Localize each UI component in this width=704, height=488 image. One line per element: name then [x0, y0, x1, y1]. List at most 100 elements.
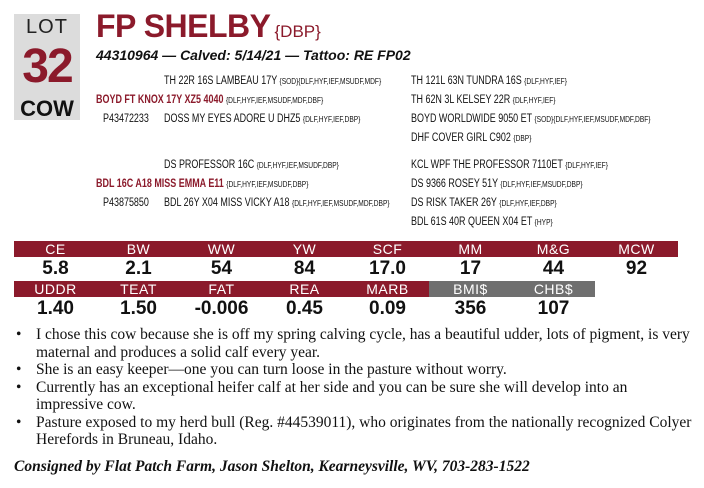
pedigree-name: DOSS MY EYES ADORE U DHZ5	[164, 113, 301, 125]
pedigree-marks: {DLF,HYF,IEF,DBP}	[499, 198, 557, 208]
pedigree-marks: {DLF,HYF,IEF,MSUDF,MDF,DBP}	[291, 198, 390, 208]
epd-header: WW	[180, 241, 263, 257]
epd-value: -0.006	[194, 298, 249, 319]
pedigree-name: DS RISK TAKER 26Y	[411, 197, 497, 209]
dam-registration: P43875850	[103, 197, 149, 209]
epd-header-row: CE BW WW YW SCF MM M&G MCW	[14, 241, 678, 257]
lot-label: LOT	[26, 16, 68, 38]
registry-tag: {DBP}	[274, 22, 321, 41]
pedigree-sire-sire-sire: TH 121L 63N TUNDRA 16S {DLF,HYF,IEF}	[411, 75, 567, 87]
bullet-icon: •	[16, 361, 22, 378]
epd-header: YW	[263, 241, 346, 257]
notes-list: • I chose this cow because she is off my …	[14, 326, 694, 449]
pedigree-name: BDL 16C A18 MISS EMMA E11	[96, 178, 224, 190]
bullet-icon: •	[16, 413, 22, 431]
pedigree-marks: {DLF,HYF,IEF,MSUDF,DBP}	[226, 179, 309, 189]
epd-header: M&G	[512, 241, 595, 257]
bullet-icon: •	[16, 378, 22, 396]
pedigree-name: BOYD FT KNOX 17Y XZ5 4040	[96, 94, 224, 106]
lot-number: 32	[22, 40, 73, 93]
pedigree-sire-sire-dam: TH 62N 3L KELSEY 22R {DLF,HYF,IEF}	[411, 94, 555, 106]
pedigree-name: BOYD WORLDWIDE 9050 ET	[411, 113, 532, 125]
epd-header: MCW	[595, 241, 678, 257]
pedigree-sire-sire: TH 22R 16S LAMBEAU 17Y {SOD}{DLF,HYF,IEF…	[164, 75, 381, 87]
pedigree-dam-sire-sire: KCL WPF THE PROFESSOR 7110ET {DLF,HYF,IE…	[411, 159, 608, 171]
epd-header-row: UDDR TEAT FAT REA MARB BMI$ CHB$	[14, 281, 595, 297]
lot-box: LOT 32 COW	[14, 14, 80, 121]
pedigree-marks: {DLF,HYF,IEF,MSUDF,DBP}	[256, 160, 339, 170]
pedigree-dam: BDL 16C A18 MISS EMMA E11 {DLF,HYF,IEF,M…	[96, 178, 308, 190]
note-item: • Pasture exposed to my herd bull (Reg. #…	[14, 414, 694, 449]
epd-header: MARB	[346, 281, 429, 297]
epd-header: CE	[14, 241, 97, 257]
pedigree-name: DS 9366 ROSEY 51Y	[411, 178, 498, 190]
note-item: • Currently has an exceptional heifer cal…	[14, 379, 694, 414]
pedigree-marks: {DLF,HYF,IEF}	[512, 95, 556, 105]
index-value: 107	[537, 298, 570, 319]
epd-header: REA	[263, 281, 346, 297]
epd-value: 1.50	[120, 298, 157, 319]
epd-value: 54	[210, 258, 233, 279]
pedigree-sire: BOYD FT KNOX 17Y XZ5 4040 {DLF,HYF,IEF,M…	[96, 94, 323, 106]
epd-value: 44	[542, 258, 565, 279]
animal-name-text: FP SHELBY	[96, 8, 271, 44]
epd-header: TEAT	[97, 281, 180, 297]
epd-table-1: CE BW WW YW SCF MM M&G MCW 5.8 2.1 54 84…	[14, 241, 678, 280]
pedigree-name: KCL WPF THE PROFESSOR 7110ET	[411, 159, 563, 171]
pedigree-marks: {DLF,HYF,IEF,MSUDF,MDF,DBF}	[225, 95, 324, 105]
epd-value: 92	[625, 258, 648, 279]
epd-value-row: 1.40 1.50 -0.006 0.45 0.09 356 107	[14, 297, 595, 320]
epd-header: UDDR	[14, 281, 97, 297]
epd-header: MM	[429, 241, 512, 257]
epd-value: 2.1	[125, 258, 152, 279]
epd-header: SCF	[346, 241, 429, 257]
pedigree-dam-sire: DS PROFESSOR 16C {DLF,HYF,IEF,MSUDF,DBP}	[164, 159, 339, 171]
epd-header: BW	[97, 241, 180, 257]
pedigree-name: BDL 61S 40R QUEEN X04 ET	[411, 216, 533, 228]
pedigree-dam-sire-dam: DS 9366 ROSEY 51Y {DLF,HYF,IEF,MSUDF,DBP…	[411, 178, 583, 190]
pedigree-sire-dam-dam: DHF COVER GIRL C902 {DBP}	[411, 132, 531, 144]
pedigree-name: TH 121L 63N TUNDRA 16S	[411, 75, 522, 87]
pedigree-marks: {DLF,HYF,IEF}	[565, 160, 608, 170]
pedigree-dam-dam-sire: DS RISK TAKER 26Y {DLF,HYF,IEF,DBP}	[411, 197, 557, 209]
note-text: She is an easy keeper—one you can turn l…	[36, 361, 507, 378]
animal-name: FP SHELBY {DBP}	[96, 8, 321, 45]
pedigree-sire-dam: DOSS MY EYES ADORE U DHZ5 {DLF,HYF,IEF,D…	[164, 113, 360, 125]
bullet-icon: •	[16, 326, 22, 343]
pedigree-marks: {DBP}	[513, 133, 532, 143]
note-text: Currently has an exceptional heifer calf…	[36, 378, 628, 414]
epd-header: FAT	[180, 281, 263, 297]
epd-value: 0.09	[369, 298, 406, 319]
pedigree-name: TH 62N 3L KELSEY 22R	[411, 94, 511, 106]
pedigree-name: BDL 26Y X04 MISS VICKY A18	[164, 197, 290, 209]
lot-sex: COW	[20, 96, 74, 121]
epd-value: 5.8	[42, 258, 69, 279]
pedigree-name: P43875850	[103, 197, 149, 209]
pedigree-marks: {HYP}	[534, 217, 553, 227]
pedigree-name: TH 22R 16S LAMBEAU 17Y	[164, 75, 278, 87]
registration-line: 44310964 — Calved: 5/14/21 — Tattoo: RE …	[96, 47, 411, 63]
note-item: • She is an easy keeper—one you can turn …	[14, 361, 694, 379]
pedigree-sire-dam-sire: BOYD WORLDWIDE 9050 ET {SOD}{DLF,HYF,IEF…	[411, 113, 651, 125]
epd-value: 0.45	[286, 298, 323, 319]
epd-table-2: UDDR TEAT FAT REA MARB BMI$ CHB$ 1.40 1.…	[14, 281, 595, 320]
pedigree-marks: {DLF,HYF,IEF,DBP}	[302, 114, 361, 124]
index-value: 356	[454, 298, 487, 319]
pedigree-name: DHF COVER GIRL C902	[411, 132, 511, 144]
note-text: I chose this cow because she is off my s…	[36, 326, 690, 361]
sire-registration: P43472233	[103, 113, 149, 125]
pedigree-marks: {DLF,HYF,IEF}	[524, 76, 567, 86]
epd-value: 1.40	[37, 298, 74, 319]
epd-value: 17	[459, 258, 482, 279]
pedigree-name: P43472233	[103, 113, 149, 125]
note-text: Pasture exposed to my herd bull (Reg. #4…	[36, 413, 692, 449]
epd-value: 84	[293, 258, 316, 279]
note-item: • I chose this cow because she is off my …	[14, 326, 694, 361]
pedigree-marks: {DLF,HYF,IEF,MSUDF,DBP}	[500, 179, 583, 189]
pedigree-marks: {SOD}{DLF,HYF,IEF,MSUDF,MDF}	[279, 76, 382, 86]
pedigree-name: DS PROFESSOR 16C	[164, 159, 255, 171]
pedigree-dam-dam: BDL 26Y X04 MISS VICKY A18 {DLF,HYF,IEF,…	[164, 197, 390, 209]
epd-value-row: 5.8 2.1 54 84 17.0 17 44 92	[14, 257, 678, 280]
pedigree-dam-dam-dam: BDL 61S 40R QUEEN X04 ET {HYP}	[411, 216, 553, 228]
index-header: CHB$	[512, 281, 595, 297]
